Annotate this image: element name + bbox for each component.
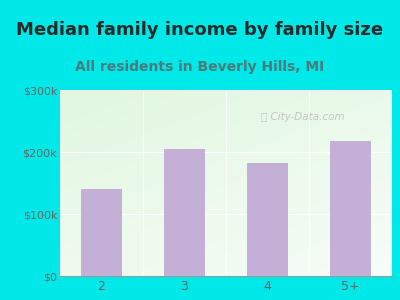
Bar: [81, 189, 122, 276]
Bar: [247, 163, 288, 276]
Text: ⓘ City-Data.com: ⓘ City-Data.com: [260, 112, 344, 122]
Text: All residents in Beverly Hills, MI: All residents in Beverly Hills, MI: [75, 60, 325, 74]
Text: Median family income by family size: Median family income by family size: [16, 21, 384, 39]
Bar: [164, 149, 205, 276]
Bar: [330, 141, 371, 276]
